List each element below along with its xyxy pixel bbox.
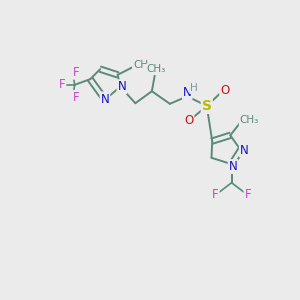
Text: N: N [183, 86, 192, 99]
Text: F: F [244, 188, 251, 201]
Text: N: N [229, 160, 238, 173]
Text: O: O [184, 114, 194, 127]
Text: S: S [202, 99, 212, 113]
Text: N: N [118, 80, 126, 93]
Text: H: H [190, 83, 198, 93]
Text: F: F [212, 188, 219, 201]
Text: N: N [240, 143, 249, 157]
Text: F: F [73, 66, 80, 79]
Text: CH₃: CH₃ [147, 64, 166, 74]
Text: F: F [59, 78, 65, 91]
Text: CH₃: CH₃ [240, 115, 259, 125]
Text: N: N [100, 92, 109, 106]
Text: O: O [220, 84, 230, 97]
Text: CH₃: CH₃ [133, 60, 152, 70]
Text: F: F [73, 91, 80, 104]
